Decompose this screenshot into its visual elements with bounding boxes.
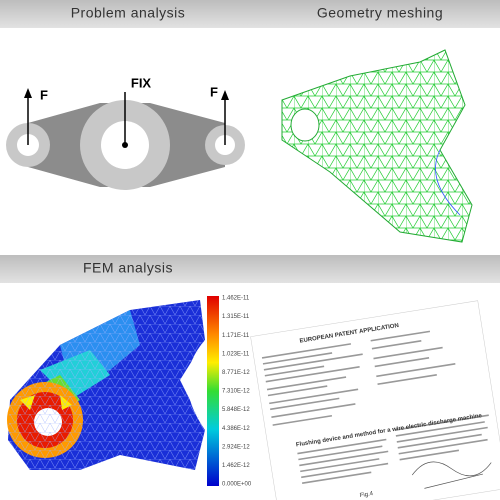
text-line [371, 340, 422, 350]
scale-label: 1.462E-12 [222, 463, 250, 469]
text-line [299, 450, 389, 467]
text-line [264, 365, 325, 377]
text-line [373, 346, 443, 360]
text-line [370, 330, 431, 342]
force-label: F [40, 87, 48, 102]
text-line [397, 433, 482, 449]
text-line [261, 343, 352, 359]
patent-figure: Fig.4 [359, 491, 374, 499]
scale-label: 1.023E-11 [222, 351, 250, 357]
text-line [262, 352, 333, 365]
text-line [301, 471, 372, 485]
text-line [399, 449, 460, 461]
scale-label: 8.771E-12 [222, 370, 250, 376]
text-line [396, 426, 488, 443]
header: FEM analysis [83, 260, 173, 276]
fem-model [7, 300, 205, 470]
mesh-model [281, 49, 473, 243]
scale-label: 7.310E-12 [222, 389, 250, 395]
text-line [265, 366, 360, 383]
fix-label: FIX [131, 75, 152, 90]
header: Geometry meshing [317, 5, 443, 21]
color-scale [207, 296, 219, 486]
text-line [272, 414, 333, 426]
text-line [298, 445, 383, 461]
text-line [270, 397, 340, 411]
scale-label: 1.315E-11 [222, 314, 250, 320]
text-line [263, 353, 363, 371]
text-line [395, 421, 485, 437]
link-diagram [6, 88, 245, 190]
patent-document: EUROPEAN PATENT APPLICATION Flushing dev… [250, 300, 500, 500]
scale-label: 1.462E-11 [222, 296, 250, 302]
text-line [377, 374, 437, 385]
text-line [266, 376, 347, 391]
header-band [0, 255, 500, 283]
scale-label: 1.171E-11 [222, 333, 250, 339]
scale-label: 2.924E-12 [222, 444, 250, 450]
text-line [301, 462, 389, 479]
text-line [271, 403, 356, 419]
text-line [376, 362, 456, 378]
scale-label: 0.000E+00 [222, 482, 252, 488]
text-line [374, 357, 430, 368]
text-line [398, 438, 488, 455]
text-line [394, 414, 489, 431]
text-line [267, 385, 328, 397]
text-line [300, 458, 380, 473]
force-label: F [210, 84, 218, 99]
text-line [297, 438, 387, 455]
scale-label: 5.848E-12 [222, 407, 250, 413]
text-line [269, 388, 359, 405]
header: Problem analysis [71, 5, 186, 21]
header-band [0, 0, 500, 28]
scale-label: 4.386E-12 [222, 426, 250, 432]
